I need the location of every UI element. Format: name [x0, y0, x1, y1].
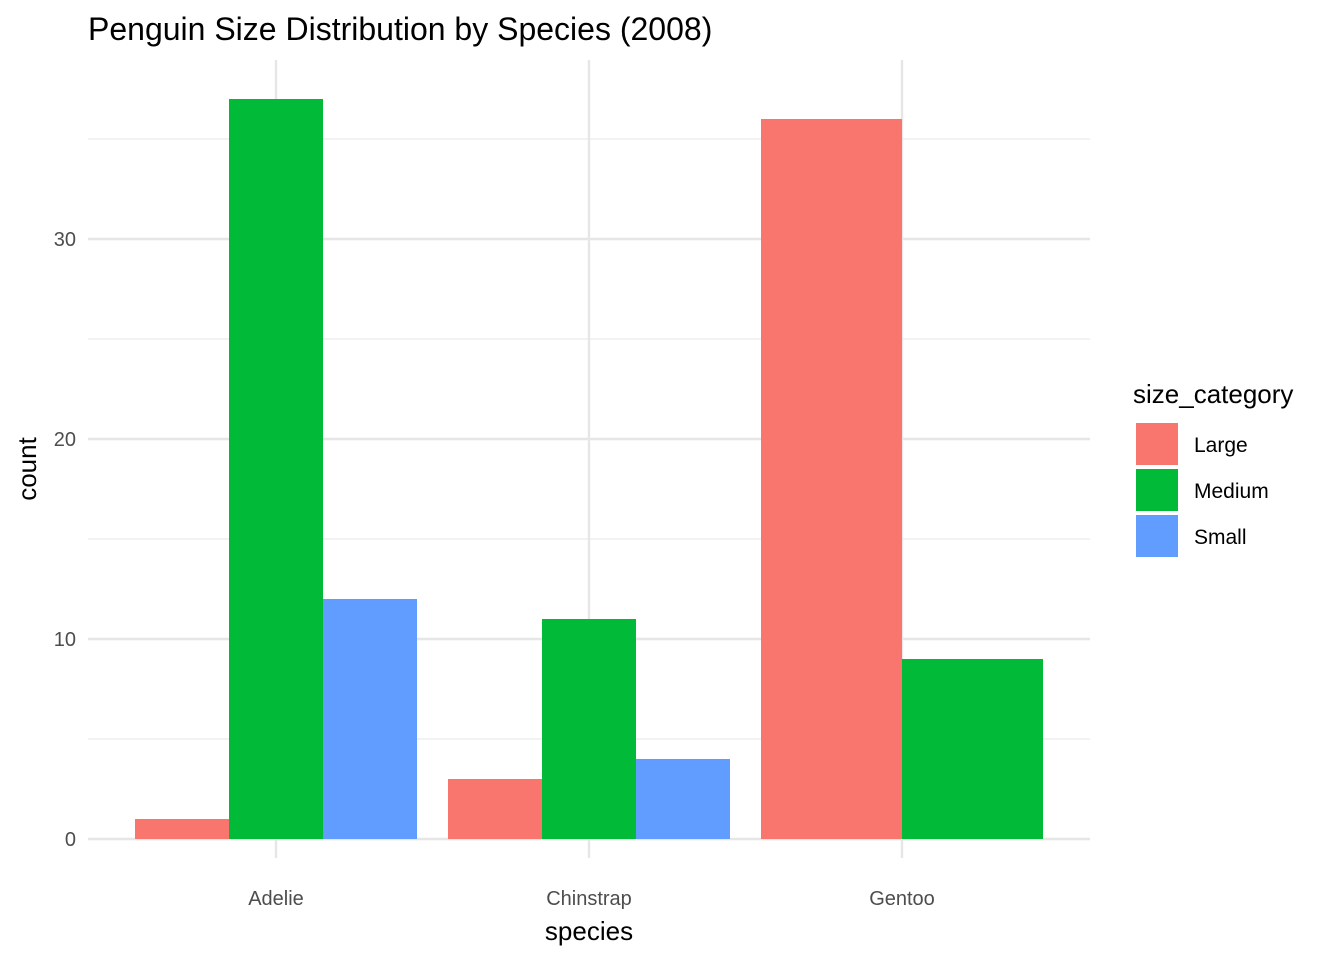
bar-adelie-medium: [229, 99, 323, 839]
y-tick-label: 10: [54, 629, 76, 651]
y-tick-label: 30: [54, 229, 76, 251]
legend-key-medium: [1136, 469, 1178, 511]
x-axis-title: species: [545, 916, 633, 946]
y-tick-labels: 0 10 20 30: [54, 229, 76, 851]
legend-label-medium: Medium: [1194, 480, 1269, 503]
bars: [135, 99, 1043, 839]
x-tick-label: Gentoo: [869, 888, 935, 910]
y-axis-title: count: [12, 436, 42, 500]
legend-key-small: [1136, 515, 1178, 557]
bar-chinstrap-small: [636, 759, 730, 839]
y-tick-label: 0: [65, 829, 76, 851]
x-tick-label: Adelie: [248, 888, 304, 910]
y-tick-label: 20: [54, 429, 76, 451]
x-tick-labels: Adelie Chinstrap Gentoo: [248, 888, 935, 910]
legend: size_category Large Medium Small: [1133, 379, 1293, 557]
legend-title: size_category: [1133, 379, 1293, 409]
bar-gentoo-large: [761, 119, 902, 839]
legend-label-small: Small: [1194, 526, 1247, 549]
bar-chinstrap-medium: [542, 619, 636, 839]
bar-chinstrap-large: [448, 779, 542, 839]
chart-title: Penguin Size Distribution by Species (20…: [88, 11, 712, 47]
legend-key-large: [1136, 423, 1178, 465]
bar-adelie-large: [135, 819, 229, 839]
bar-adelie-small: [323, 599, 417, 839]
bar-gentoo-medium: [902, 659, 1043, 839]
x-tick-label: Chinstrap: [546, 888, 632, 910]
legend-label-large: Large: [1194, 434, 1248, 457]
